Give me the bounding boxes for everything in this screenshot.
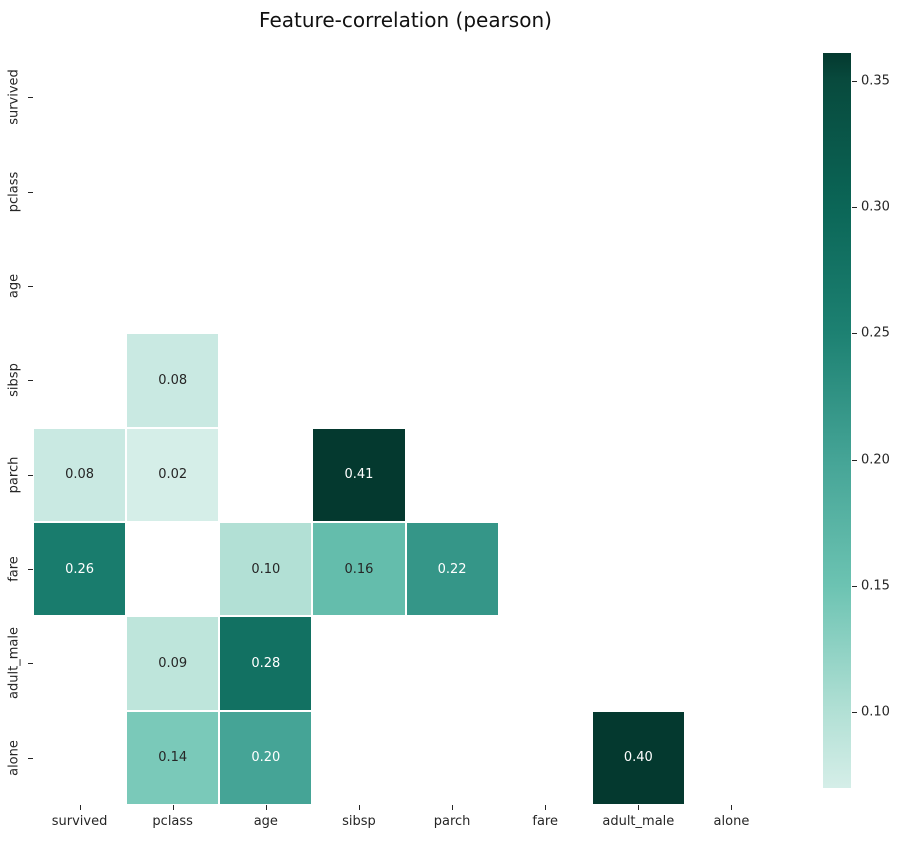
heatmap-cell-sibsp-pclass: 0.08 (126, 333, 220, 428)
cell-value-label: 0.14 (158, 750, 188, 766)
heatmap-cell-alone-age: 0.20 (219, 710, 313, 805)
colorbar-tick-label-0.30: 0.30 (861, 199, 890, 215)
colorbar-tick-mark-0.25 (852, 333, 857, 335)
y-tick-mark-survived (28, 97, 33, 99)
x-tick-label-age: age (253, 814, 278, 829)
y-tick-label-text: parch (6, 456, 22, 494)
y-tick-mark-alone (28, 757, 33, 759)
heatmap-cell-alone-pclass: 0.14 (126, 710, 220, 805)
x-tick-label-fare: fare (532, 814, 558, 829)
heatmap-cell-fare-age: 0.10 (219, 521, 313, 617)
y-tick-label-text: survived (6, 69, 22, 125)
y-tick-label-text: sibsp (6, 363, 22, 398)
heatmap-cell-parch-pclass: 0.02 (126, 427, 220, 522)
cell-value-label: 0.41 (344, 467, 374, 483)
y-tick-mark-pclass (28, 191, 33, 193)
colorbar-tick-mark-0.20 (852, 459, 857, 461)
heatmap-cell-parch-sibsp: 0.41 (312, 427, 406, 522)
colorbar-tick-mark-0.15 (852, 585, 857, 587)
cell-value-label: 0.08 (158, 372, 188, 388)
colorbar-tick-label-0.10: 0.10 (861, 704, 890, 720)
x-tick-label-adult_male: adult_male (602, 814, 675, 829)
cell-value-label: 0.26 (65, 561, 95, 577)
cell-value-label: 0.09 (158, 655, 188, 671)
x-tick-label-parch: parch (433, 814, 471, 829)
x-tick-mark-adult_male (638, 805, 640, 810)
x-tick-mark-pclass (172, 805, 174, 810)
cell-value-label: 0.20 (251, 750, 281, 766)
y-tick-mark-adult_male (28, 663, 33, 665)
heatmap-cell-alone-adult_male: 0.40 (591, 710, 685, 805)
y-tick-label-text: pclass (6, 171, 22, 212)
x-tick-mark-alone (731, 805, 733, 810)
x-tick-label-survived: survived (51, 814, 108, 829)
colorbar-tick-mark-0.30 (852, 207, 857, 209)
cell-value-label: 0.16 (344, 561, 374, 577)
y-tick-label-text: fare (6, 556, 22, 582)
x-tick-mark-age (265, 805, 267, 810)
y-tick-mark-fare (28, 569, 33, 571)
x-tick-mark-sibsp (358, 805, 360, 810)
y-tick-mark-parch (28, 474, 33, 476)
y-tick-mark-age (28, 285, 33, 287)
x-tick-label-sibsp: sibsp (342, 814, 376, 829)
cell-value-label: 0.40 (623, 750, 653, 766)
colorbar-tick-label-0.20: 0.20 (861, 452, 890, 468)
heatmap-cell-adult_male-pclass: 0.09 (126, 616, 220, 711)
x-tick-label-alone: alone (713, 814, 750, 829)
x-tick-mark-fare (545, 805, 547, 810)
heatmap-cell-parch-survived: 0.08 (33, 427, 127, 522)
y-tick-label-text: age (6, 273, 22, 299)
y-tick-label-text: alone (6, 739, 22, 776)
colorbar-tick-mark-0.35 (852, 80, 857, 82)
x-tick-mark-survived (79, 805, 81, 810)
x-tick-label-pclass: pclass (152, 814, 193, 829)
cell-value-label: 0.28 (251, 655, 281, 671)
colorbar (823, 53, 851, 788)
cell-value-label: 0.22 (437, 561, 467, 577)
colorbar-tick-label-0.35: 0.35 (861, 73, 890, 89)
heatmap-cell-adult_male-age: 0.28 (219, 616, 313, 711)
cell-value-label: 0.10 (251, 561, 281, 577)
heatmap-grid: 0.08 0.08 0.02 0.41 0.26 0.10 0.16 0.22 0.09 0.28… (33, 50, 778, 805)
colorbar-tick-label-0.15: 0.15 (861, 578, 890, 594)
x-tick-mark-parch (452, 805, 454, 810)
heatmap-cell-fare-survived: 0.26 (33, 521, 127, 617)
y-tick-mark-sibsp (28, 380, 33, 382)
cell-value-label: 0.08 (65, 467, 95, 483)
cell-value-label: 0.02 (158, 467, 188, 483)
chart-title: Feature-correlation (pearson) (259, 8, 552, 32)
colorbar-tick-mark-0.10 (852, 712, 857, 714)
y-tick-label-text: adult_male (6, 627, 22, 700)
heatmap-cell-fare-parch: 0.22 (405, 521, 499, 617)
heatmap-cell-fare-sibsp: 0.16 (312, 521, 406, 617)
colorbar-tick-label-0.25: 0.25 (861, 325, 890, 341)
